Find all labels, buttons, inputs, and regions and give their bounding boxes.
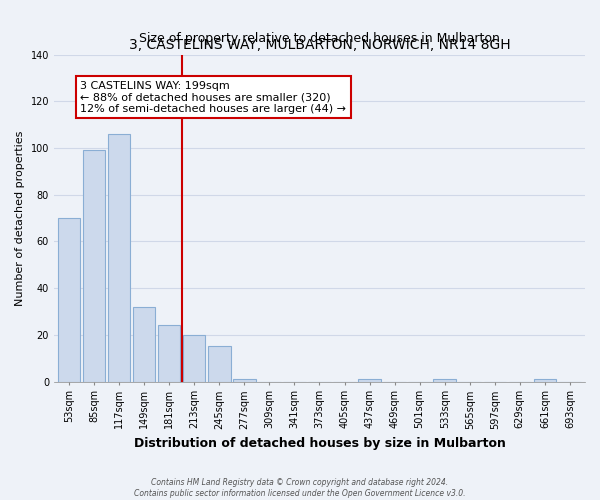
X-axis label: Distribution of detached houses by size in Mulbarton: Distribution of detached houses by size … [134, 437, 505, 450]
Bar [233, 379, 256, 382]
Bar [208, 346, 230, 382]
Text: Size of property relative to detached houses in Mulbarton: Size of property relative to detached ho… [139, 32, 500, 44]
Bar [533, 379, 556, 382]
Bar [358, 379, 381, 382]
Bar [133, 307, 155, 382]
Y-axis label: Number of detached properties: Number of detached properties [15, 130, 25, 306]
Bar [108, 134, 130, 382]
Bar [83, 150, 105, 382]
Text: Contains HM Land Registry data © Crown copyright and database right 2024.
Contai: Contains HM Land Registry data © Crown c… [134, 478, 466, 498]
Bar [158, 326, 181, 382]
Bar [183, 335, 205, 382]
Title: 3, CASTELINS WAY, MULBARTON, NORWICH, NR14 8GH: 3, CASTELINS WAY, MULBARTON, NORWICH, NR… [128, 38, 510, 52]
Text: 3 CASTELINS WAY: 199sqm
← 88% of detached houses are smaller (320)
12% of semi-d: 3 CASTELINS WAY: 199sqm ← 88% of detache… [80, 80, 346, 114]
Bar [433, 379, 456, 382]
Bar [58, 218, 80, 382]
